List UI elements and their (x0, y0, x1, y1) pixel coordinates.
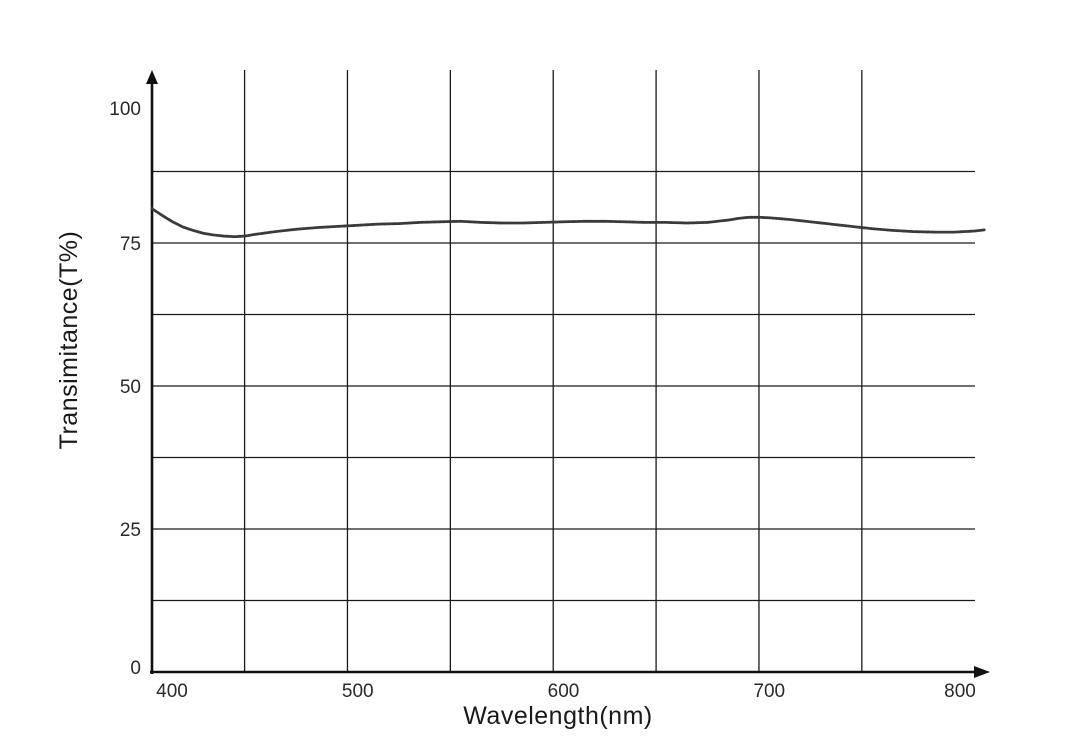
x-tick-label: 400 (156, 681, 188, 702)
y-axis-title: Transimitance(T%) (55, 231, 83, 450)
x-tick-label: 800 (944, 681, 976, 702)
x-axis-title: Wavelength(nm) (463, 702, 652, 730)
axes (146, 70, 990, 678)
x-tick-label: 700 (753, 681, 785, 702)
x-tick-label: 500 (342, 681, 374, 702)
x-tick-labels: 400 500 600 700 800 (156, 681, 976, 702)
transmittance-series-line (150, 207, 987, 239)
y-tick-label: 50 (120, 377, 141, 398)
x-axis-arrow (974, 666, 990, 678)
grid (152, 70, 975, 672)
y-tick-label: 100 (109, 99, 141, 120)
y-tick-label: 0 (130, 658, 141, 679)
y-axis-arrow (146, 70, 158, 84)
y-tick-labels: 0 25 50 75 100 (109, 99, 141, 679)
x-tick-label: 600 (548, 681, 580, 702)
y-tick-label: 25 (120, 520, 141, 541)
y-tick-label: 75 (120, 234, 141, 255)
series-layer (150, 207, 987, 239)
